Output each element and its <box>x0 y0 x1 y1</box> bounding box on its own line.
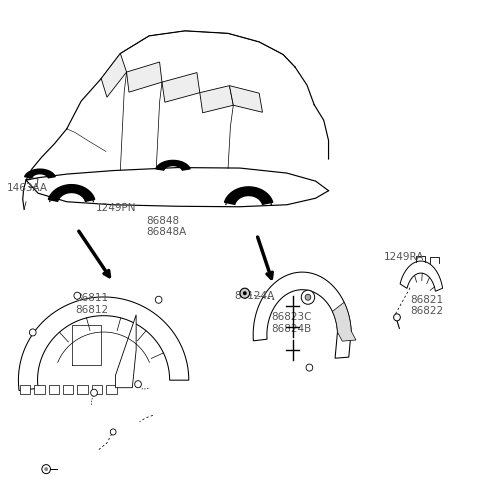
Circle shape <box>91 389 97 396</box>
Polygon shape <box>24 169 55 178</box>
Circle shape <box>394 314 400 321</box>
Bar <box>63 385 73 394</box>
Text: 86848
86848A: 86848 86848A <box>147 216 187 237</box>
Polygon shape <box>229 86 263 112</box>
Polygon shape <box>48 184 95 201</box>
Circle shape <box>240 288 250 298</box>
Bar <box>106 385 117 394</box>
Bar <box>77 385 88 394</box>
Text: 84124A: 84124A <box>234 291 275 301</box>
Polygon shape <box>253 272 351 358</box>
Circle shape <box>74 292 81 299</box>
Bar <box>92 385 102 394</box>
Circle shape <box>135 381 142 388</box>
Text: 86811
86812: 86811 86812 <box>75 293 108 315</box>
Text: 1463AA: 1463AA <box>6 182 48 193</box>
Polygon shape <box>127 62 162 92</box>
Polygon shape <box>200 86 233 113</box>
Circle shape <box>44 467 48 471</box>
Polygon shape <box>332 302 356 341</box>
Polygon shape <box>18 297 189 391</box>
Text: 1249RA: 1249RA <box>384 252 424 262</box>
Circle shape <box>243 291 247 295</box>
Text: 86823C
86824B: 86823C 86824B <box>271 312 312 334</box>
Polygon shape <box>162 73 200 102</box>
Polygon shape <box>156 160 190 170</box>
Circle shape <box>306 364 313 371</box>
Polygon shape <box>225 187 273 204</box>
Bar <box>20 385 30 394</box>
Circle shape <box>110 429 116 435</box>
Polygon shape <box>400 261 443 291</box>
Polygon shape <box>116 315 136 388</box>
Text: 1249PN: 1249PN <box>96 203 136 213</box>
Polygon shape <box>101 53 127 97</box>
Circle shape <box>42 465 50 474</box>
Bar <box>48 385 59 394</box>
Circle shape <box>29 329 36 336</box>
Circle shape <box>305 294 311 300</box>
Circle shape <box>156 296 162 303</box>
Bar <box>34 385 45 394</box>
Circle shape <box>301 290 315 304</box>
Text: 86821
86822: 86821 86822 <box>410 295 443 317</box>
